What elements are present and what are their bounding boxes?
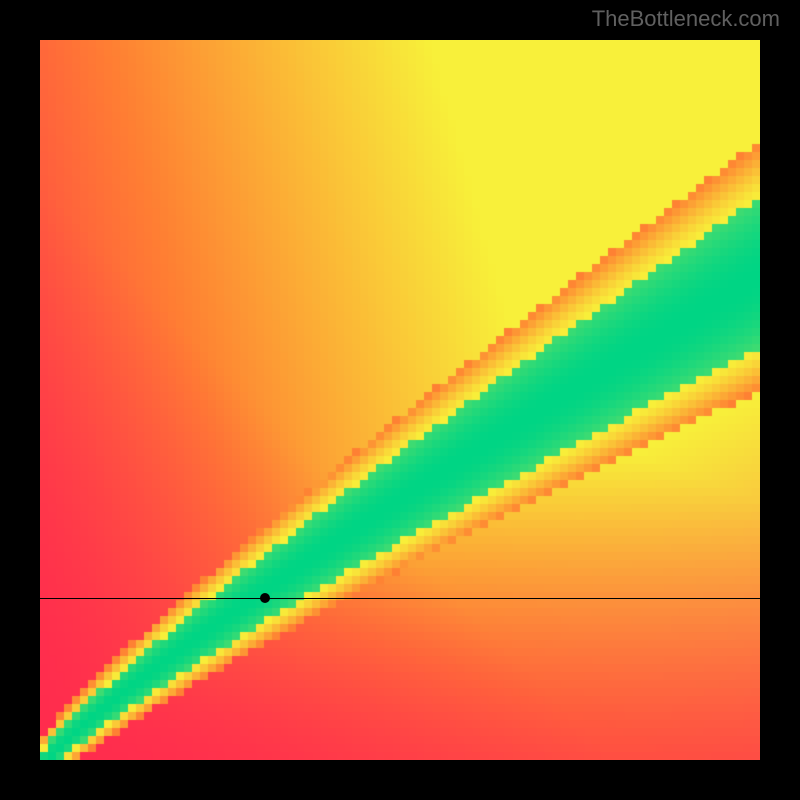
watermark-text: TheBottleneck.com (592, 6, 780, 32)
heatmap-canvas (40, 40, 760, 760)
crosshair-horizontal (40, 598, 760, 599)
heatmap-chart (40, 40, 760, 760)
crosshair-marker (260, 593, 270, 603)
